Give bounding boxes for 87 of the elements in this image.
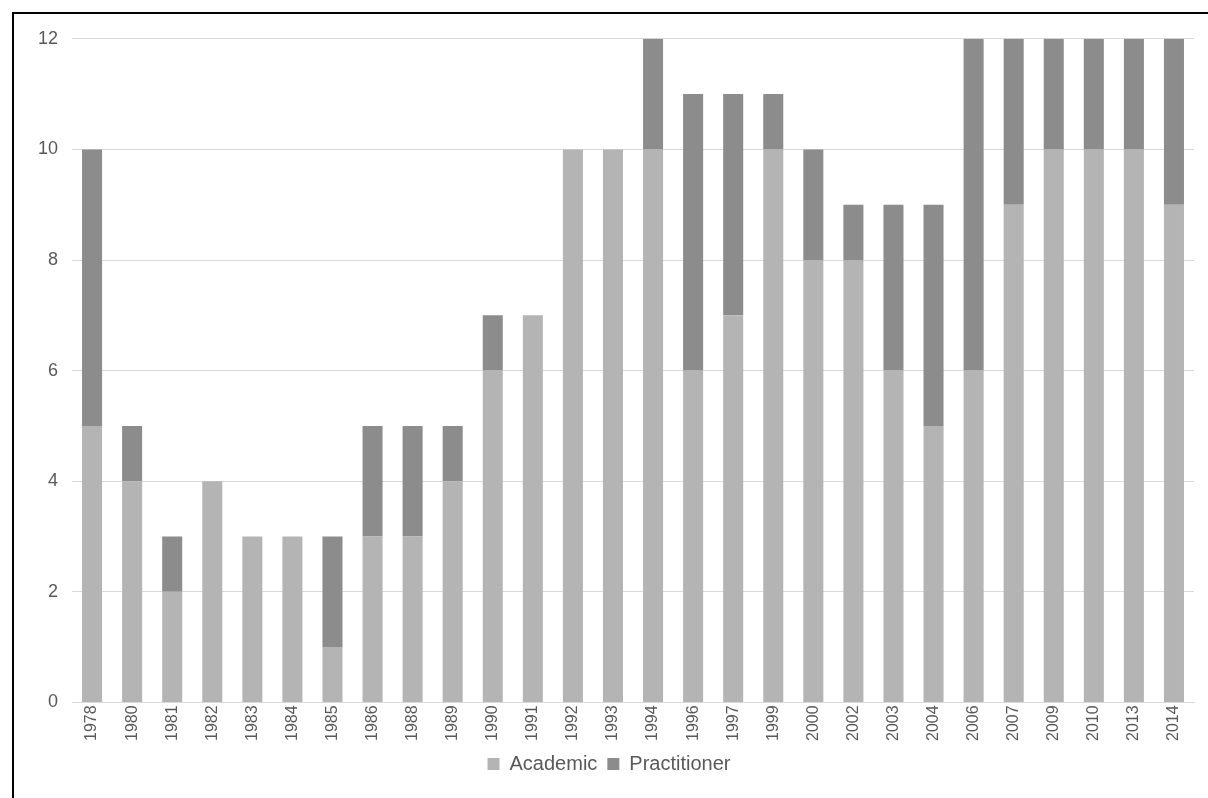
x-tick-label: 1996 <box>683 705 701 741</box>
bar <box>1083 149 1104 702</box>
bar <box>482 315 503 371</box>
bar <box>923 425 944 702</box>
x-tick-label: 1984 <box>282 705 300 741</box>
bar <box>602 149 623 702</box>
bar <box>522 315 543 702</box>
bar <box>643 149 664 702</box>
y-tick-label: 8 <box>48 248 59 269</box>
x-tick-label: 1985 <box>322 705 340 741</box>
x-tick-label: 1994 <box>643 705 661 741</box>
bar <box>643 38 664 150</box>
bar <box>843 204 864 260</box>
bar <box>883 370 904 702</box>
x-tick-label: 1992 <box>563 705 581 741</box>
x-tick-label: 2004 <box>923 705 941 741</box>
bar <box>442 425 463 482</box>
bar <box>1163 38 1184 205</box>
bar <box>162 536 183 592</box>
x-tick-label: 2010 <box>1084 705 1102 741</box>
x-tick-label: 1999 <box>763 705 781 741</box>
bar <box>82 425 103 702</box>
y-tick-label: 6 <box>48 359 59 380</box>
bar <box>562 149 583 702</box>
x-tick-label: 2003 <box>883 705 901 741</box>
x-tick-label: 1983 <box>242 705 260 741</box>
x-tick-label: 1989 <box>443 705 461 741</box>
bar <box>122 481 143 702</box>
x-tick-label: 2013 <box>1124 705 1142 741</box>
x-tick-label: 1993 <box>603 705 621 741</box>
bar <box>402 536 423 702</box>
bar <box>923 204 944 426</box>
x-tick-label: 1991 <box>523 705 541 741</box>
x-tick-label: 2009 <box>1044 705 1062 741</box>
bar <box>1163 204 1184 702</box>
bar <box>162 591 183 702</box>
x-tick-label: 2014 <box>1164 705 1182 741</box>
y-tick-label: 4 <box>48 470 59 491</box>
y-tick-label: 12 <box>37 27 59 48</box>
bar <box>1123 38 1144 150</box>
bar <box>322 536 343 648</box>
x-tick-label: 1988 <box>403 705 421 741</box>
x-tick-label: 2006 <box>964 705 982 741</box>
bar <box>482 370 503 702</box>
legend-label: Practitioner <box>629 751 731 774</box>
bar <box>723 315 744 702</box>
bar <box>843 260 864 702</box>
bar <box>1003 204 1024 702</box>
bar <box>322 647 343 702</box>
x-tick-label: 1986 <box>362 705 380 741</box>
bar <box>763 149 784 702</box>
x-tick-label: 1980 <box>122 705 140 741</box>
bar <box>683 370 704 702</box>
bar <box>803 260 824 702</box>
bar <box>763 94 784 150</box>
x-tick-label: 1997 <box>723 705 741 741</box>
y-tick-label: 0 <box>48 691 59 712</box>
bar <box>362 536 383 702</box>
bar <box>402 425 423 537</box>
x-tick-label: 1978 <box>82 705 100 741</box>
x-tick-label: 2002 <box>843 705 861 741</box>
x-tick-label: 2007 <box>1004 705 1022 741</box>
bar <box>723 94 744 316</box>
bar <box>1043 38 1064 150</box>
y-tick-label: 10 <box>37 138 59 159</box>
x-tick-label: 1990 <box>483 705 501 741</box>
bar <box>362 425 383 537</box>
bar <box>963 370 984 702</box>
bar <box>242 536 263 702</box>
bar <box>82 149 103 426</box>
bar <box>122 425 143 482</box>
bar <box>963 38 984 371</box>
bar <box>442 481 463 702</box>
bar <box>683 94 704 371</box>
bar <box>282 536 303 702</box>
y-tick-label: 2 <box>48 580 59 601</box>
x-tick-label: 1981 <box>162 705 180 741</box>
bar <box>1043 149 1064 702</box>
bar <box>883 204 904 371</box>
x-tick-label: 1982 <box>202 705 220 741</box>
bar <box>1003 38 1024 205</box>
bar <box>202 481 223 702</box>
bar <box>803 149 824 260</box>
x-tick-label: 2000 <box>803 705 821 741</box>
legend-label: Academic <box>509 751 598 774</box>
bar <box>1123 149 1144 702</box>
bar <box>1083 38 1104 150</box>
